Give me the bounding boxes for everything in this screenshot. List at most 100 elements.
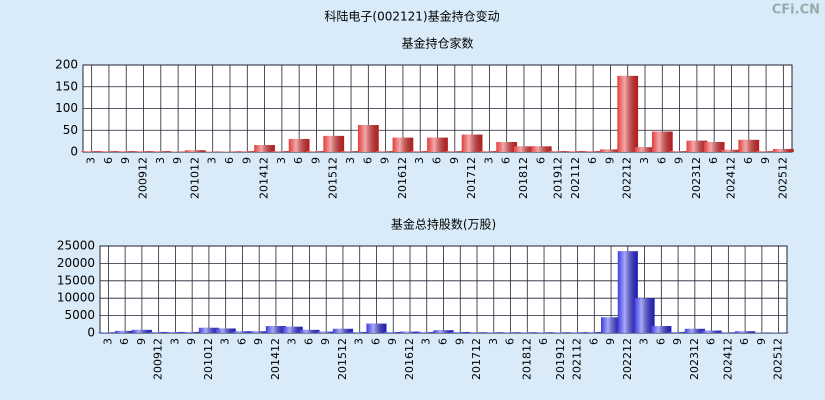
bar-shine: [718, 332, 739, 333]
panel-title: 基金持仓家数: [401, 36, 473, 51]
bar-shine: [288, 138, 310, 152]
bar-shine: [98, 151, 120, 152]
y-tick-label: 15000: [57, 273, 95, 287]
x-tick-label: 3: [482, 157, 495, 164]
bar-shine: [634, 147, 656, 152]
bar-shine: [517, 332, 538, 333]
x-tick-label: 3: [638, 157, 651, 164]
bar-shine: [466, 332, 488, 333]
bar-shine: [392, 137, 414, 152]
panel-title: 基金总持股数(万股): [391, 217, 496, 232]
y-tick-label: 5000: [64, 308, 95, 322]
bar-shine: [165, 331, 186, 333]
x-tick-label: 9: [386, 338, 399, 345]
bar-shine: [409, 151, 431, 152]
bar-shine: [316, 331, 337, 333]
x-tick-label: 202212: [621, 338, 634, 380]
x-tick-label: 6: [223, 157, 236, 164]
bar-shine: [444, 151, 466, 152]
y-tick-label: 0: [87, 326, 95, 340]
x-tick-label: 9: [604, 338, 617, 345]
x-tick-label: 6: [742, 157, 755, 164]
bar-shine: [548, 151, 569, 152]
x-tick-label: 6: [707, 157, 720, 164]
bar-shine: [131, 329, 152, 333]
x-tick-label: 6: [504, 338, 517, 345]
x-tick-label: 6: [537, 338, 550, 345]
bar-shine: [349, 331, 370, 333]
x-tick-label: 201912: [554, 338, 567, 380]
x-tick-label: 6: [500, 157, 513, 164]
bar-shine: [584, 331, 605, 333]
x-tick-label: 9: [379, 157, 392, 164]
x-tick-label: 3: [413, 157, 426, 164]
y-tick-label: 100: [55, 101, 78, 115]
x-tick-label: 201512: [327, 157, 340, 199]
bar-shine: [340, 151, 362, 152]
x-tick-label: 201412: [269, 338, 282, 380]
bar-shine: [215, 328, 236, 333]
bar-shine: [479, 151, 500, 152]
bar-shine: [299, 329, 320, 333]
y-tick-label: 50: [63, 123, 78, 137]
bar-shine: [721, 149, 742, 152]
bar-shine: [513, 146, 535, 152]
bar-shine: [533, 332, 555, 333]
bar-shine: [483, 332, 504, 333]
bar-shine: [427, 137, 448, 152]
y-tick-label: 25000: [57, 239, 95, 253]
x-tick-label: 6: [235, 338, 248, 345]
x-tick-label: 3: [286, 338, 299, 345]
x-tick-label: 201612: [396, 157, 409, 199]
y-tick-label: 10000: [57, 291, 95, 305]
bar-shine: [701, 330, 722, 333]
x-tick-label: 3: [219, 338, 232, 345]
y-tick-label: 200: [55, 58, 78, 72]
bar-shine: [81, 151, 103, 152]
bar-shine: [98, 332, 119, 333]
x-tick-label: 6: [302, 338, 315, 345]
bar-shine: [651, 326, 672, 333]
x-tick-label: 200912: [137, 157, 150, 199]
bar-shine: [461, 134, 483, 152]
x-tick-label: 6: [118, 338, 131, 345]
bar-shine: [254, 145, 275, 152]
bar-shine: [651, 131, 673, 152]
y-tick-label: 150: [55, 79, 78, 93]
bar-shine: [133, 151, 154, 152]
x-tick-label: 3: [101, 338, 114, 345]
watermark: CFi.CN: [772, 3, 820, 18]
x-tick-label: 6: [102, 157, 115, 164]
x-tick-label: 6: [587, 338, 600, 345]
bar-shine: [450, 331, 471, 333]
x-tick-label: 3: [85, 157, 98, 164]
bar-shine: [150, 151, 172, 152]
bar-shine: [755, 151, 777, 152]
bar-shine: [375, 151, 396, 152]
x-tick-label: 201712: [465, 157, 478, 199]
x-tick-label: 3: [638, 338, 651, 345]
bar-shine: [703, 141, 725, 152]
x-tick-label: 202412: [724, 157, 737, 199]
x-tick-label: 6: [292, 157, 305, 164]
x-tick-label: 201912: [552, 157, 565, 199]
bar-shine: [550, 332, 571, 333]
x-tick-label: 202112: [571, 338, 584, 380]
x-tick-label: 3: [275, 157, 288, 164]
x-tick-label: 9: [119, 157, 132, 164]
x-tick-label: 201812: [520, 338, 533, 380]
x-tick-label: 201712: [470, 338, 483, 380]
bar-shine: [634, 298, 655, 333]
bar-shine: [601, 317, 622, 333]
x-tick-label: 200912: [152, 338, 165, 380]
x-tick-label: 201812: [517, 157, 530, 199]
bar-shine: [265, 326, 286, 333]
bar-shine: [735, 331, 756, 333]
x-tick-label: 202412: [721, 338, 734, 380]
x-tick-label: 3: [353, 338, 366, 345]
x-tick-label: 202212: [621, 157, 634, 199]
bar-shine: [306, 151, 327, 152]
bar-shine: [332, 328, 354, 333]
x-tick-label: 202512: [772, 338, 785, 380]
bar-shine: [617, 75, 639, 152]
